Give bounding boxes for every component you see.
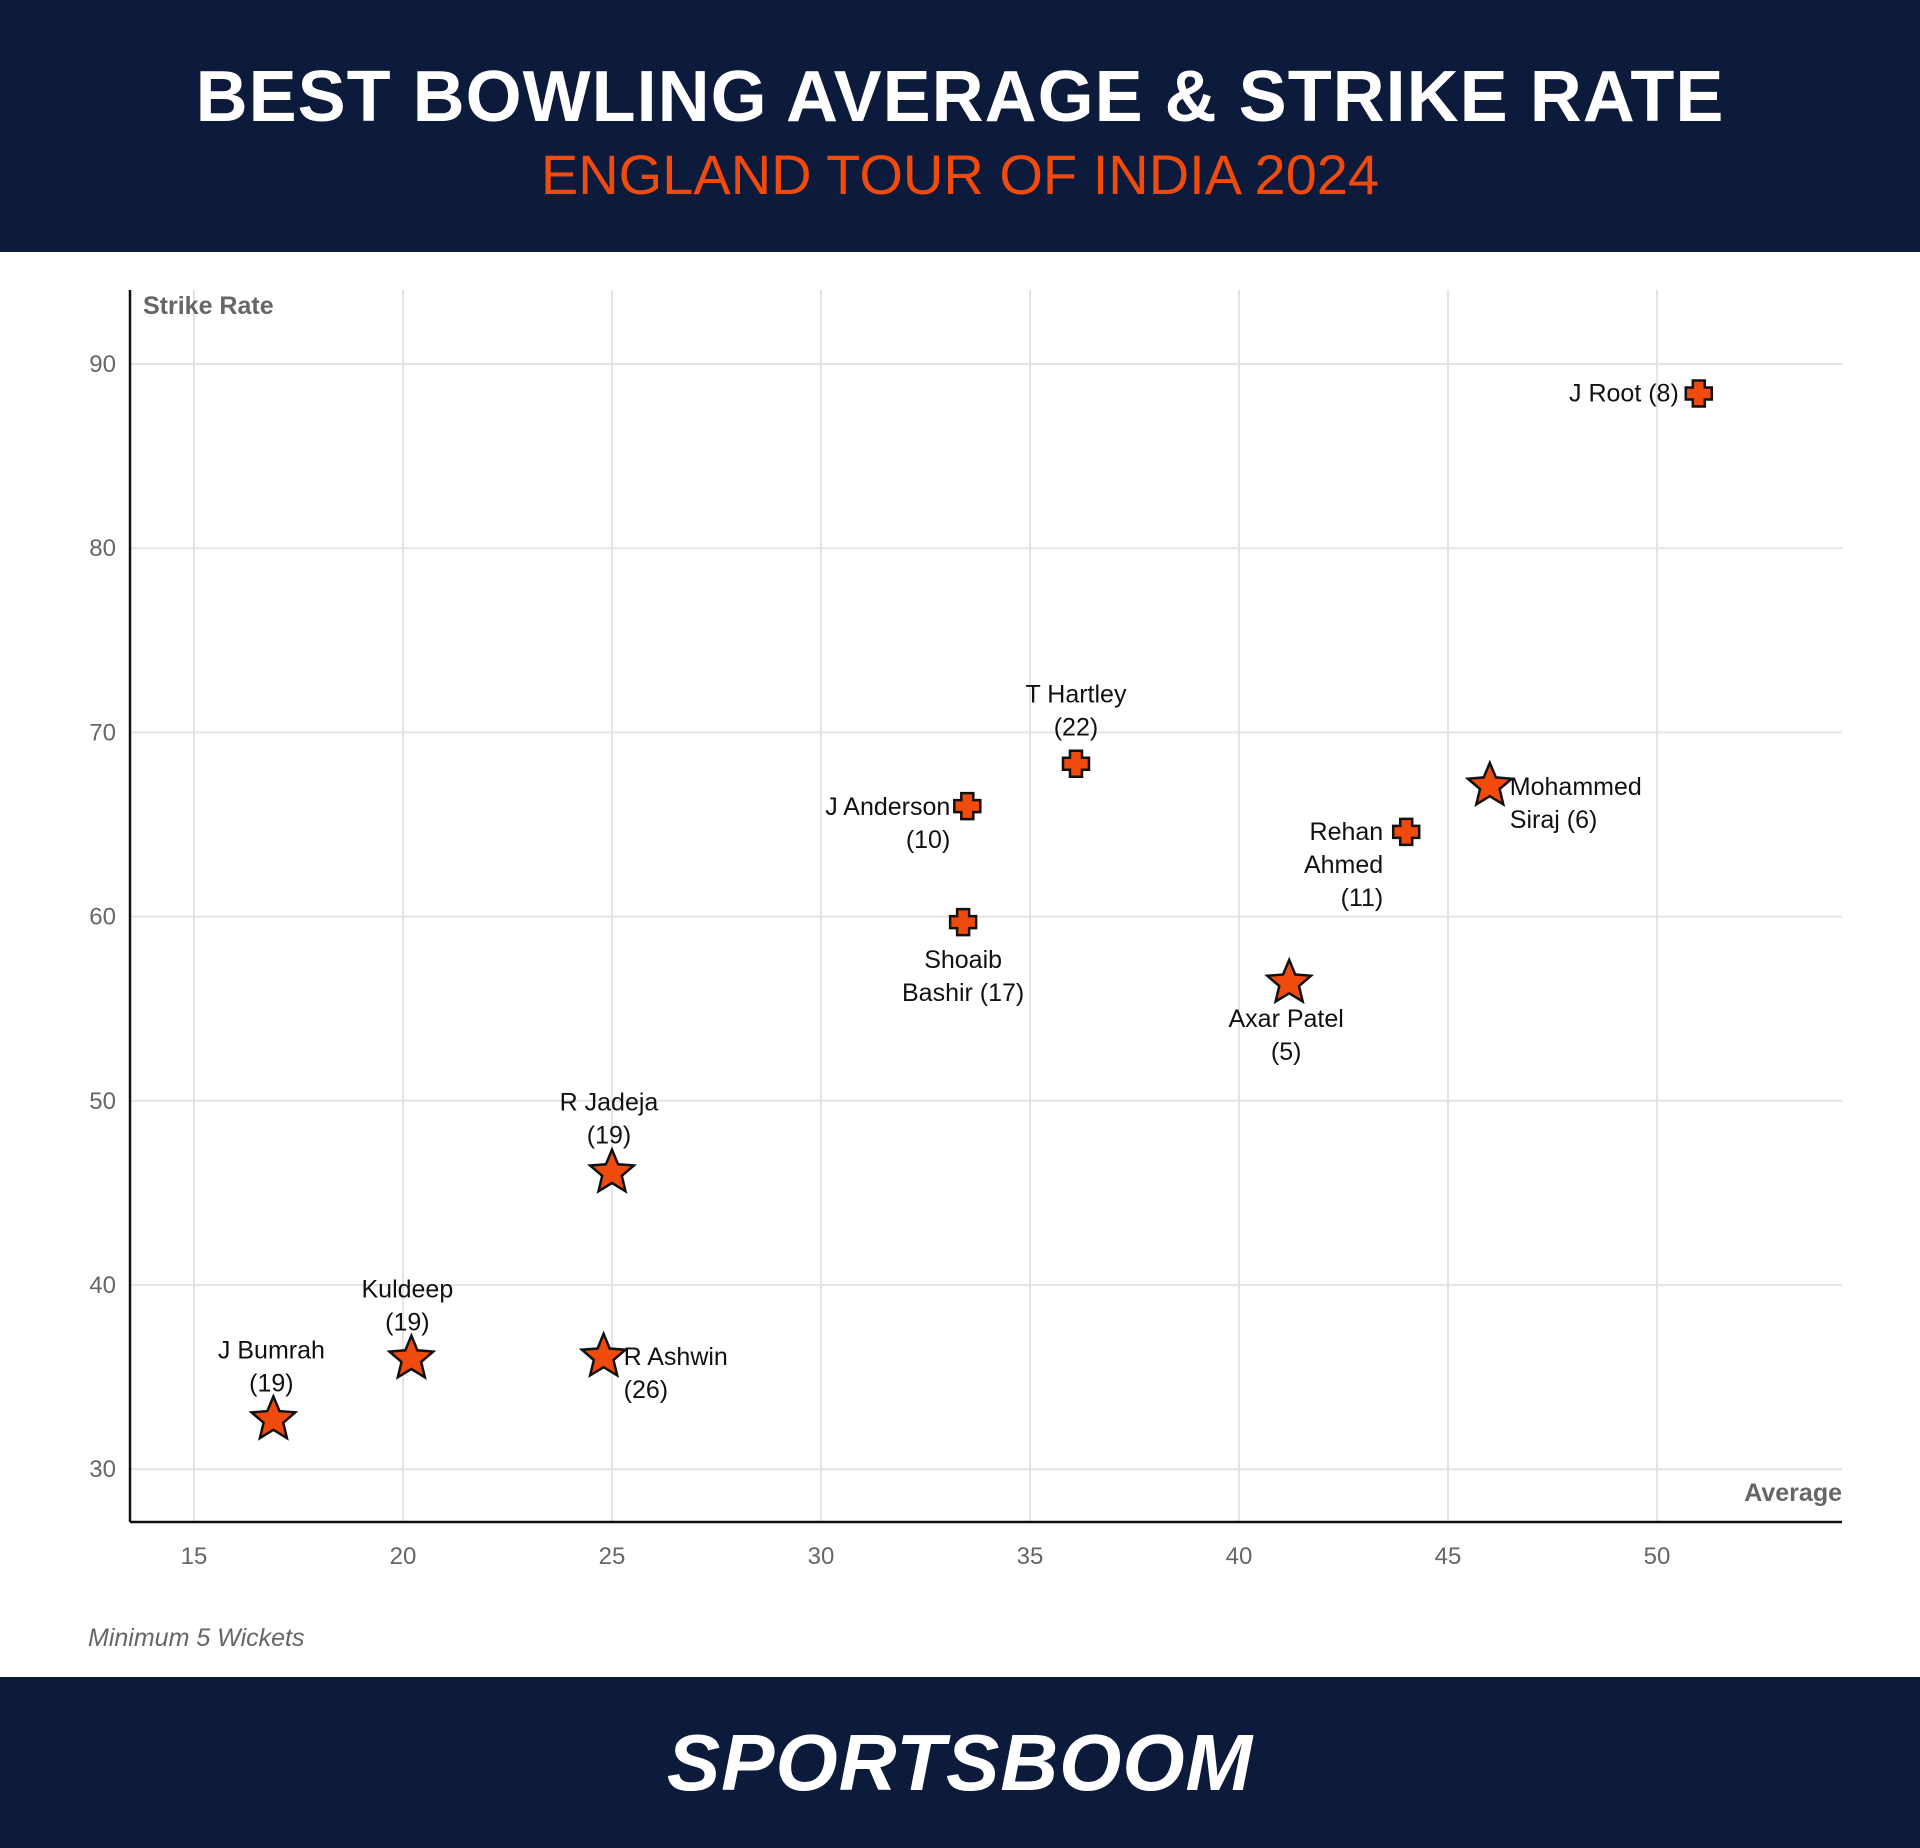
star-marker-axar-patel: [1264, 956, 1315, 1005]
x-axis-label: Average: [1744, 1479, 1842, 1507]
plus-marker-rehan-ahmed: [1391, 817, 1421, 847]
x-tick-label: 15: [181, 1543, 208, 1570]
point-label-kuldeep: Kuldeep: [361, 1276, 453, 1304]
star-marker-kuldeep: [386, 1332, 437, 1380]
point-label-rehan-ahmed: Rehan: [1310, 818, 1384, 846]
x-tick-label: 20: [390, 1543, 417, 1570]
y-tick-label: 60: [89, 904, 116, 931]
star-marker-j-bumrah: [248, 1393, 299, 1441]
x-tick-label: 30: [808, 1543, 835, 1570]
scatter-chart: 15 20 25 30 35 40 45 50 30 40 50 60 70 80 90 Strike Rat…: [89, 290, 1842, 1570]
point-label-mohammed-siraj: Mohammed: [1510, 773, 1642, 801]
header: BEST BOWLING AVERAGE & STRIKE RATE ENGLA…: [0, 0, 1920, 252]
point-label-shoaib-bashir: Shoaib: [924, 946, 1002, 974]
x-tick-label: 45: [1435, 1543, 1462, 1570]
point-label-kuldeep: (19): [385, 1309, 429, 1337]
y-tick-label: 40: [89, 1272, 116, 1299]
point-label-t-hartley: T Hartley: [1026, 681, 1127, 709]
plus-marker-j-anderson: [953, 791, 982, 821]
footer: SPORTSBOOM: [0, 1677, 1920, 1848]
point-label-r-jadeja: R Jadeja: [560, 1089, 659, 1117]
point-label-shoaib-bashir: Bashir (17): [902, 979, 1024, 1007]
point-label-mohammed-siraj: Siraj (6): [1510, 806, 1598, 834]
point-label-axar-patel: Axar Patel: [1228, 1005, 1343, 1033]
chart-subtitle: ENGLAND TOUR OF INDIA 2024: [540, 143, 1380, 206]
y-tick-label: 50: [89, 1088, 116, 1115]
point-label-j-bumrah: (19): [249, 1369, 293, 1397]
point-label-j-bumrah: J Bumrah: [218, 1336, 325, 1364]
plus-marker-t-hartley: [1061, 749, 1091, 778]
point-label-r-ashwin: (26): [624, 1376, 668, 1404]
point-label-rehan-ahmed: (11): [1341, 884, 1384, 912]
y-tick-label: 80: [89, 535, 116, 562]
point-label-j-anderson: J Anderson: [825, 793, 950, 821]
x-tick-label: 25: [599, 1543, 626, 1570]
point-label-j-anderson: (10): [906, 826, 950, 854]
star-marker-mohammed-siraj: [1464, 759, 1515, 808]
point-label-r-jadeja: (19): [587, 1122, 631, 1150]
point-label-t-hartley: (22): [1054, 714, 1098, 742]
sportsboom-logo: SPORTSBOOM: [666, 1718, 1254, 1807]
point-label-axar-patel: (5): [1271, 1038, 1302, 1066]
x-tick-label: 35: [1017, 1543, 1044, 1570]
star-marker-r-jadeja: [586, 1146, 638, 1194]
y-tick-label: 90: [89, 351, 116, 378]
y-tick-label: 30: [89, 1456, 116, 1483]
plus-marker-shoaib-bashir: [948, 907, 978, 937]
x-tick-label: 50: [1644, 1543, 1671, 1570]
y-tick-label: 70: [89, 719, 116, 746]
footnote: Minimum 5 Wickets: [88, 1624, 305, 1652]
y-axis-label: Strike Rate: [143, 292, 274, 320]
point-label-rehan-ahmed: Ahmed: [1304, 851, 1383, 879]
point-label-r-ashwin: R Ashwin: [624, 1343, 728, 1371]
point-label-j-root: J Root (8): [1569, 379, 1679, 407]
plus-marker-j-root: [1684, 379, 1714, 408]
x-tick-label: 40: [1226, 1543, 1253, 1570]
star-marker-r-ashwin: [578, 1330, 629, 1379]
chart-title: BEST BOWLING AVERAGE & STRIKE RATE: [195, 57, 1725, 137]
